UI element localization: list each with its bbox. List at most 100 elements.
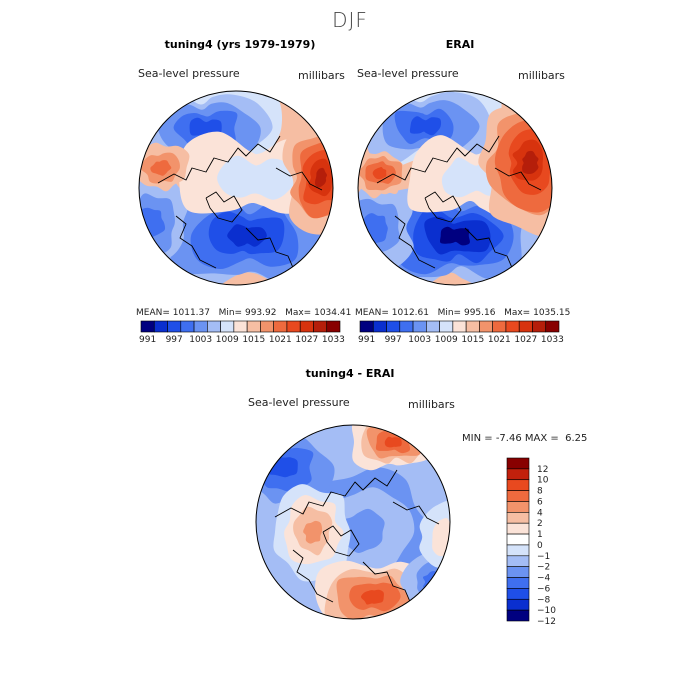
panel1-units-label: millibars [298, 69, 345, 82]
panel2-field-2-band-2 [361, 213, 388, 244]
panel3-colorbar-swatch [506, 457, 530, 470]
panel3-colorbar-tick-label: 1 [537, 530, 543, 540]
panel1-colorbar-swatch [299, 320, 314, 333]
panel3-colorbar-swatch [506, 468, 530, 481]
panel2-title: ERAI [445, 38, 475, 51]
panel3-colorbar-swatch [506, 501, 530, 513]
panel1-coastlines [157, 135, 323, 271]
panel1-colorbar-swatch [246, 320, 261, 333]
panel3-min-value: -7.46 [495, 433, 522, 444]
panel3-colorbar-tick-label: 6 [537, 497, 543, 507]
panel2-colorbar-tick-label: 997 [385, 335, 402, 345]
panel2-field-4-band-5 [522, 150, 539, 175]
panel1-colorbar-swatch [207, 320, 221, 333]
panel1-colorbar-swatch [286, 320, 301, 333]
panel2-coastlines [376, 135, 542, 271]
panel1-colorbar-tick-label: 1009 [216, 335, 239, 345]
panel2-stats: MEAN= 1012.61 Min= 995.16 Max= 1035.15 [355, 308, 570, 318]
panel3-variable-label: Sea-level pressure [248, 396, 350, 409]
panel1-max-label: Max= [285, 308, 312, 318]
panel2-max-value: 1035.15 [533, 308, 571, 318]
panel2-colorbar-tick-label: 1009 [435, 335, 458, 345]
panel2-coast-america [394, 215, 436, 269]
panel3-field-1-band-2 [267, 455, 298, 478]
panel1-colorbar-swatch [167, 320, 182, 333]
panel3-colorbar-tick-label: −4 [537, 574, 551, 584]
panel3-field-2-band-4 [384, 436, 402, 448]
panel3-max-label: MAX = [524, 433, 559, 444]
panel3-max-value: 6.25 [565, 433, 588, 444]
panel3-colorbar-tick-label: 2 [537, 519, 543, 529]
panel2-map [358, 91, 552, 285]
panel3-title: tuning4 - ERAI [305, 367, 395, 380]
panel1-title: tuning4 (yrs 1979-1979) [164, 38, 316, 51]
panel1-colorbar-tick-label: 1021 [269, 335, 292, 345]
panel2-colorbar-swatch [426, 320, 440, 333]
panel2-colorbar-swatch [359, 320, 374, 333]
panel3-colorbar-swatch [506, 512, 530, 524]
panel3-coast-america [292, 549, 334, 603]
panel3-colorbar-tick-label: −10 [537, 606, 556, 616]
panel3-colorbar-swatch [506, 544, 530, 557]
panel1-coast-america [175, 215, 217, 269]
panel2-max-label: Max= [504, 308, 531, 318]
panel2-colorbar-swatch [545, 320, 560, 333]
panel2-units-label: millibars [518, 69, 565, 82]
panel3-colorbar-tick-label: 4 [537, 508, 543, 518]
panel2-colorbar-swatch [399, 320, 414, 333]
panel3-field-5-band-1 [416, 561, 450, 602]
panel2-colorbar: 991 997 1003 1009 1015 1021 1027 1033 [358, 320, 564, 345]
panel3-coast-asia [392, 501, 440, 525]
panel2-colorbar-swatch [492, 320, 507, 333]
panel1-min-value: 993.92 [244, 308, 277, 318]
panel2-colorbar-swatch [452, 320, 467, 333]
panel2-min-value: 995.16 [463, 308, 496, 318]
panel2-colorbar-swatch [518, 320, 533, 333]
panel1-stats: MEAN= 1011.37 Min= 993.92 Max= 1034.41 [136, 308, 351, 318]
panel2-colorbar-swatch [372, 320, 387, 333]
panel1-colorbar-swatch [193, 320, 208, 333]
panel3-units-label: millibars [408, 398, 455, 411]
panel1-colorbar-swatch [220, 320, 235, 333]
panel1-field-1-band-4 [227, 224, 267, 247]
panel3-map-outline [255, 424, 451, 620]
panel1-colorbar-swatch [180, 320, 195, 333]
panel1-colorbar-tick-label: 1027 [295, 335, 318, 345]
panel3-colorbar-swatch [506, 555, 530, 567]
panel2-coast-europe [464, 227, 514, 271]
figure-title: DJF [332, 8, 368, 32]
panel1-mean-value: 1011.37 [172, 308, 210, 318]
panel1-colorbar-swatch [260, 320, 274, 333]
panel1-colorbar-tick-label: 1033 [322, 335, 345, 345]
panel3-colorbar-tick-label: 12 [537, 465, 548, 475]
panel2-coast-a [376, 135, 500, 184]
panel2-mean-label: MEAN= [355, 308, 389, 318]
panel3-colorbar-swatch [506, 598, 530, 611]
panel1-map-outline [138, 90, 334, 286]
panel3-map [256, 425, 450, 619]
panel2-field-1-band-5 [440, 226, 470, 246]
panel2-map-outline [357, 90, 553, 286]
panel1-colorbar-swatch [233, 320, 248, 333]
panel3-colorbar-tick-label: −6 [537, 584, 551, 594]
panel2-colorbar-swatch [386, 320, 401, 333]
panel2-colorbar-tick-label: 991 [358, 335, 375, 345]
panel2-variable-label: Sea-level pressure [357, 67, 459, 80]
panel3-colorbar-tick-label: −8 [537, 595, 551, 605]
panel3-colorbar-swatch [506, 490, 530, 502]
panel1-field-4-band-5 [315, 167, 328, 188]
panel1-min-label: Min= [218, 308, 243, 318]
panel2-coast-asia [494, 167, 542, 191]
panel2-field-0-band-4 [409, 116, 442, 136]
panel1-coast-europe [245, 227, 295, 271]
panel1-colorbar-swatch [326, 320, 341, 333]
panel3-colorbar-tick-label: 10 [537, 476, 549, 486]
panel2-colorbar-swatch [479, 320, 493, 333]
panel1-map [139, 91, 333, 285]
panel2-colorbar-tick-label: 1021 [488, 335, 511, 345]
panel3-stats: MIN = -7.46 MAX = 6.25 [462, 433, 587, 444]
panel1-colorbar: 991 997 1003 1009 1015 1021 1027 1033 [139, 320, 345, 345]
panel1-colorbar-swatch [273, 320, 288, 333]
